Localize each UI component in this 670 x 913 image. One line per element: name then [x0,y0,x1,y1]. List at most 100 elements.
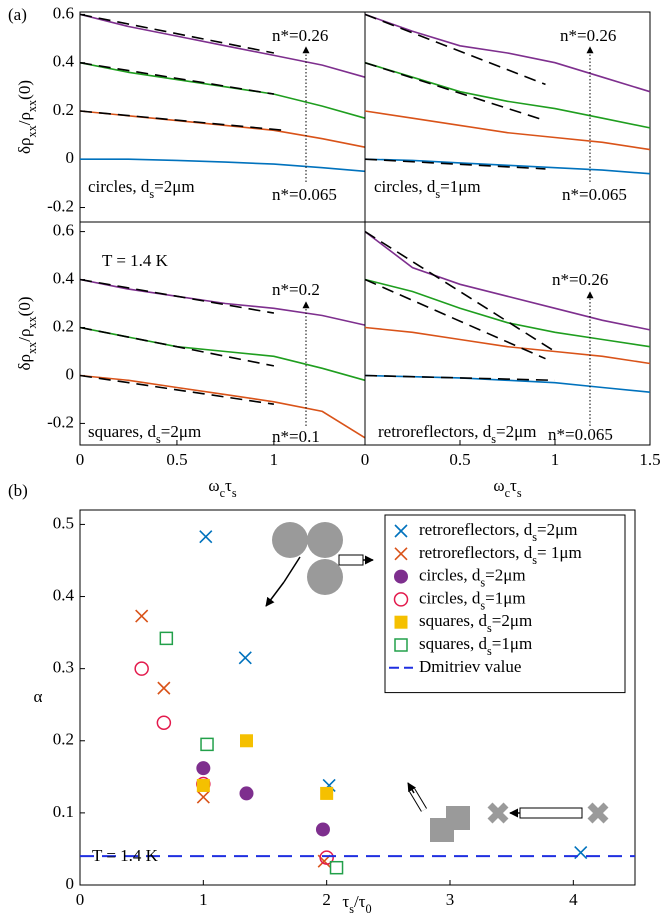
annotation: T = 1.4 K [92,846,159,865]
legend-label: retroreflectors, ds= 1μm [419,543,582,567]
annotation-part: T = 1.4 K [102,251,169,270]
y-axis-label-part: δρ [15,354,34,371]
legend-label-part: circles, d [419,588,481,607]
fit-line [364,158,546,170]
legend-label-part: Dmitriev value [419,657,521,676]
y-tick-label: 0.2 [53,100,74,119]
annotation-part: n*=0.2 [272,280,320,299]
y-axis-label: δρxx/ρxx(0) [15,296,39,370]
x-tick-label: 0.5 [166,450,187,469]
y-tick-label: 0.4 [53,585,75,604]
axes-frame [79,509,636,886]
curve [79,110,366,148]
annotation: squares, ds=2μm [88,422,201,446]
fit-line [79,13,275,54]
curve [364,278,651,348]
legend-label-part: s [532,530,537,544]
marker [239,786,254,801]
curve [364,158,651,175]
annotation-part: T = 1.4 K [92,846,159,865]
marker [156,715,172,730]
curve [364,110,651,151]
y-tick-label: 0.5 [53,513,74,532]
annotation-part: n*=0.26 [552,270,608,289]
x-axis-label-part: s [232,486,237,500]
x-tick-label: 1.5 [639,450,660,469]
legend-label: retroreflectors, ds=2μm [419,520,577,544]
y-tick-label: 0.4 [53,52,75,71]
legend-label-part: =2μm [537,520,577,539]
curve [364,13,651,93]
x-axis-label-part: s [517,486,522,500]
marker [199,530,213,544]
y-axis-label-part: xx [25,316,39,328]
annotation: T = 1.4 K [102,251,169,270]
y-axis-label: δρxx/ρxx(0) [15,80,39,154]
legend-label-part: s [480,575,485,589]
legend-marker [394,547,408,561]
marker [196,790,210,804]
curve [80,158,366,173]
marker [319,850,334,865]
legend-label-part: s [532,553,537,567]
legend-label-part: =2μm [492,611,532,630]
curve [79,13,366,78]
y-tick-label: 0.4 [53,268,75,287]
y-tick-label: 0 [66,874,75,893]
fit-line [79,110,284,132]
curve [364,374,651,393]
fit-line [79,61,275,95]
marker [157,681,171,695]
x-tick-label: 2 [322,890,331,909]
axes-frame [364,221,651,446]
fit-line [364,278,546,360]
x-axis-label-part: c [220,486,226,500]
x-tick-label: 1 [199,890,208,909]
annotation: n*=0.26 [552,270,608,289]
y-tick-label: -0.2 [47,412,74,431]
curve [79,278,366,326]
annotation-part: n*=0.26 [272,26,328,45]
y-tick-label: 0.6 [53,220,74,239]
x-axis-label-part: 0 [366,902,372,913]
marker [240,734,253,748]
marker [135,609,149,623]
y-axis-label-part: δρ [15,138,34,155]
legend-label-part: retroreflectors, d [419,543,533,562]
annotation-part: s [156,432,161,446]
annotation-part: =1μm [440,177,480,196]
fit-line [79,374,275,405]
x-axis-label-part: c [505,486,511,500]
legend-label: squares, ds=2μm [419,611,532,635]
x-axis-label: ωcτs [208,476,236,500]
y-tick-label: 0 [66,364,75,383]
curve [364,230,651,331]
annotation-part: circles, d [88,177,150,196]
x-tick-label: 0.5 [449,450,470,469]
legend-label-part: = 1μm [537,543,582,562]
annotation-part: n*=0.1 [272,427,320,446]
x-axis-label: ωcτs [493,476,521,500]
legend-label-part: squares, d [419,611,487,630]
fit-line [364,13,546,86]
marker [329,860,344,875]
y-tick-label: 0 [66,148,75,167]
legend-marker [394,615,408,629]
marker [320,786,334,800]
annotation-part: circles, d [374,177,436,196]
y-tick-label: 0.6 [53,3,74,22]
annotation: n*=0.2 [272,280,320,299]
x-axis-label-part: /τ [354,892,366,911]
fit-line [79,278,275,314]
annotation: n*=0.1 [272,427,320,446]
x-axis-label-part: τ [225,476,232,495]
legend-marker [394,524,408,538]
y-axis-label-part: α [34,687,43,706]
legend-box [384,514,626,694]
x-axis-label-part: ω [493,476,504,495]
annotation: circles, ds=1μm [374,177,481,201]
annotation-part: s [491,432,496,446]
fit-line [364,374,556,382]
x-axis-label-part: ω [208,476,219,495]
annotation: n*=0.26 [560,26,616,45]
